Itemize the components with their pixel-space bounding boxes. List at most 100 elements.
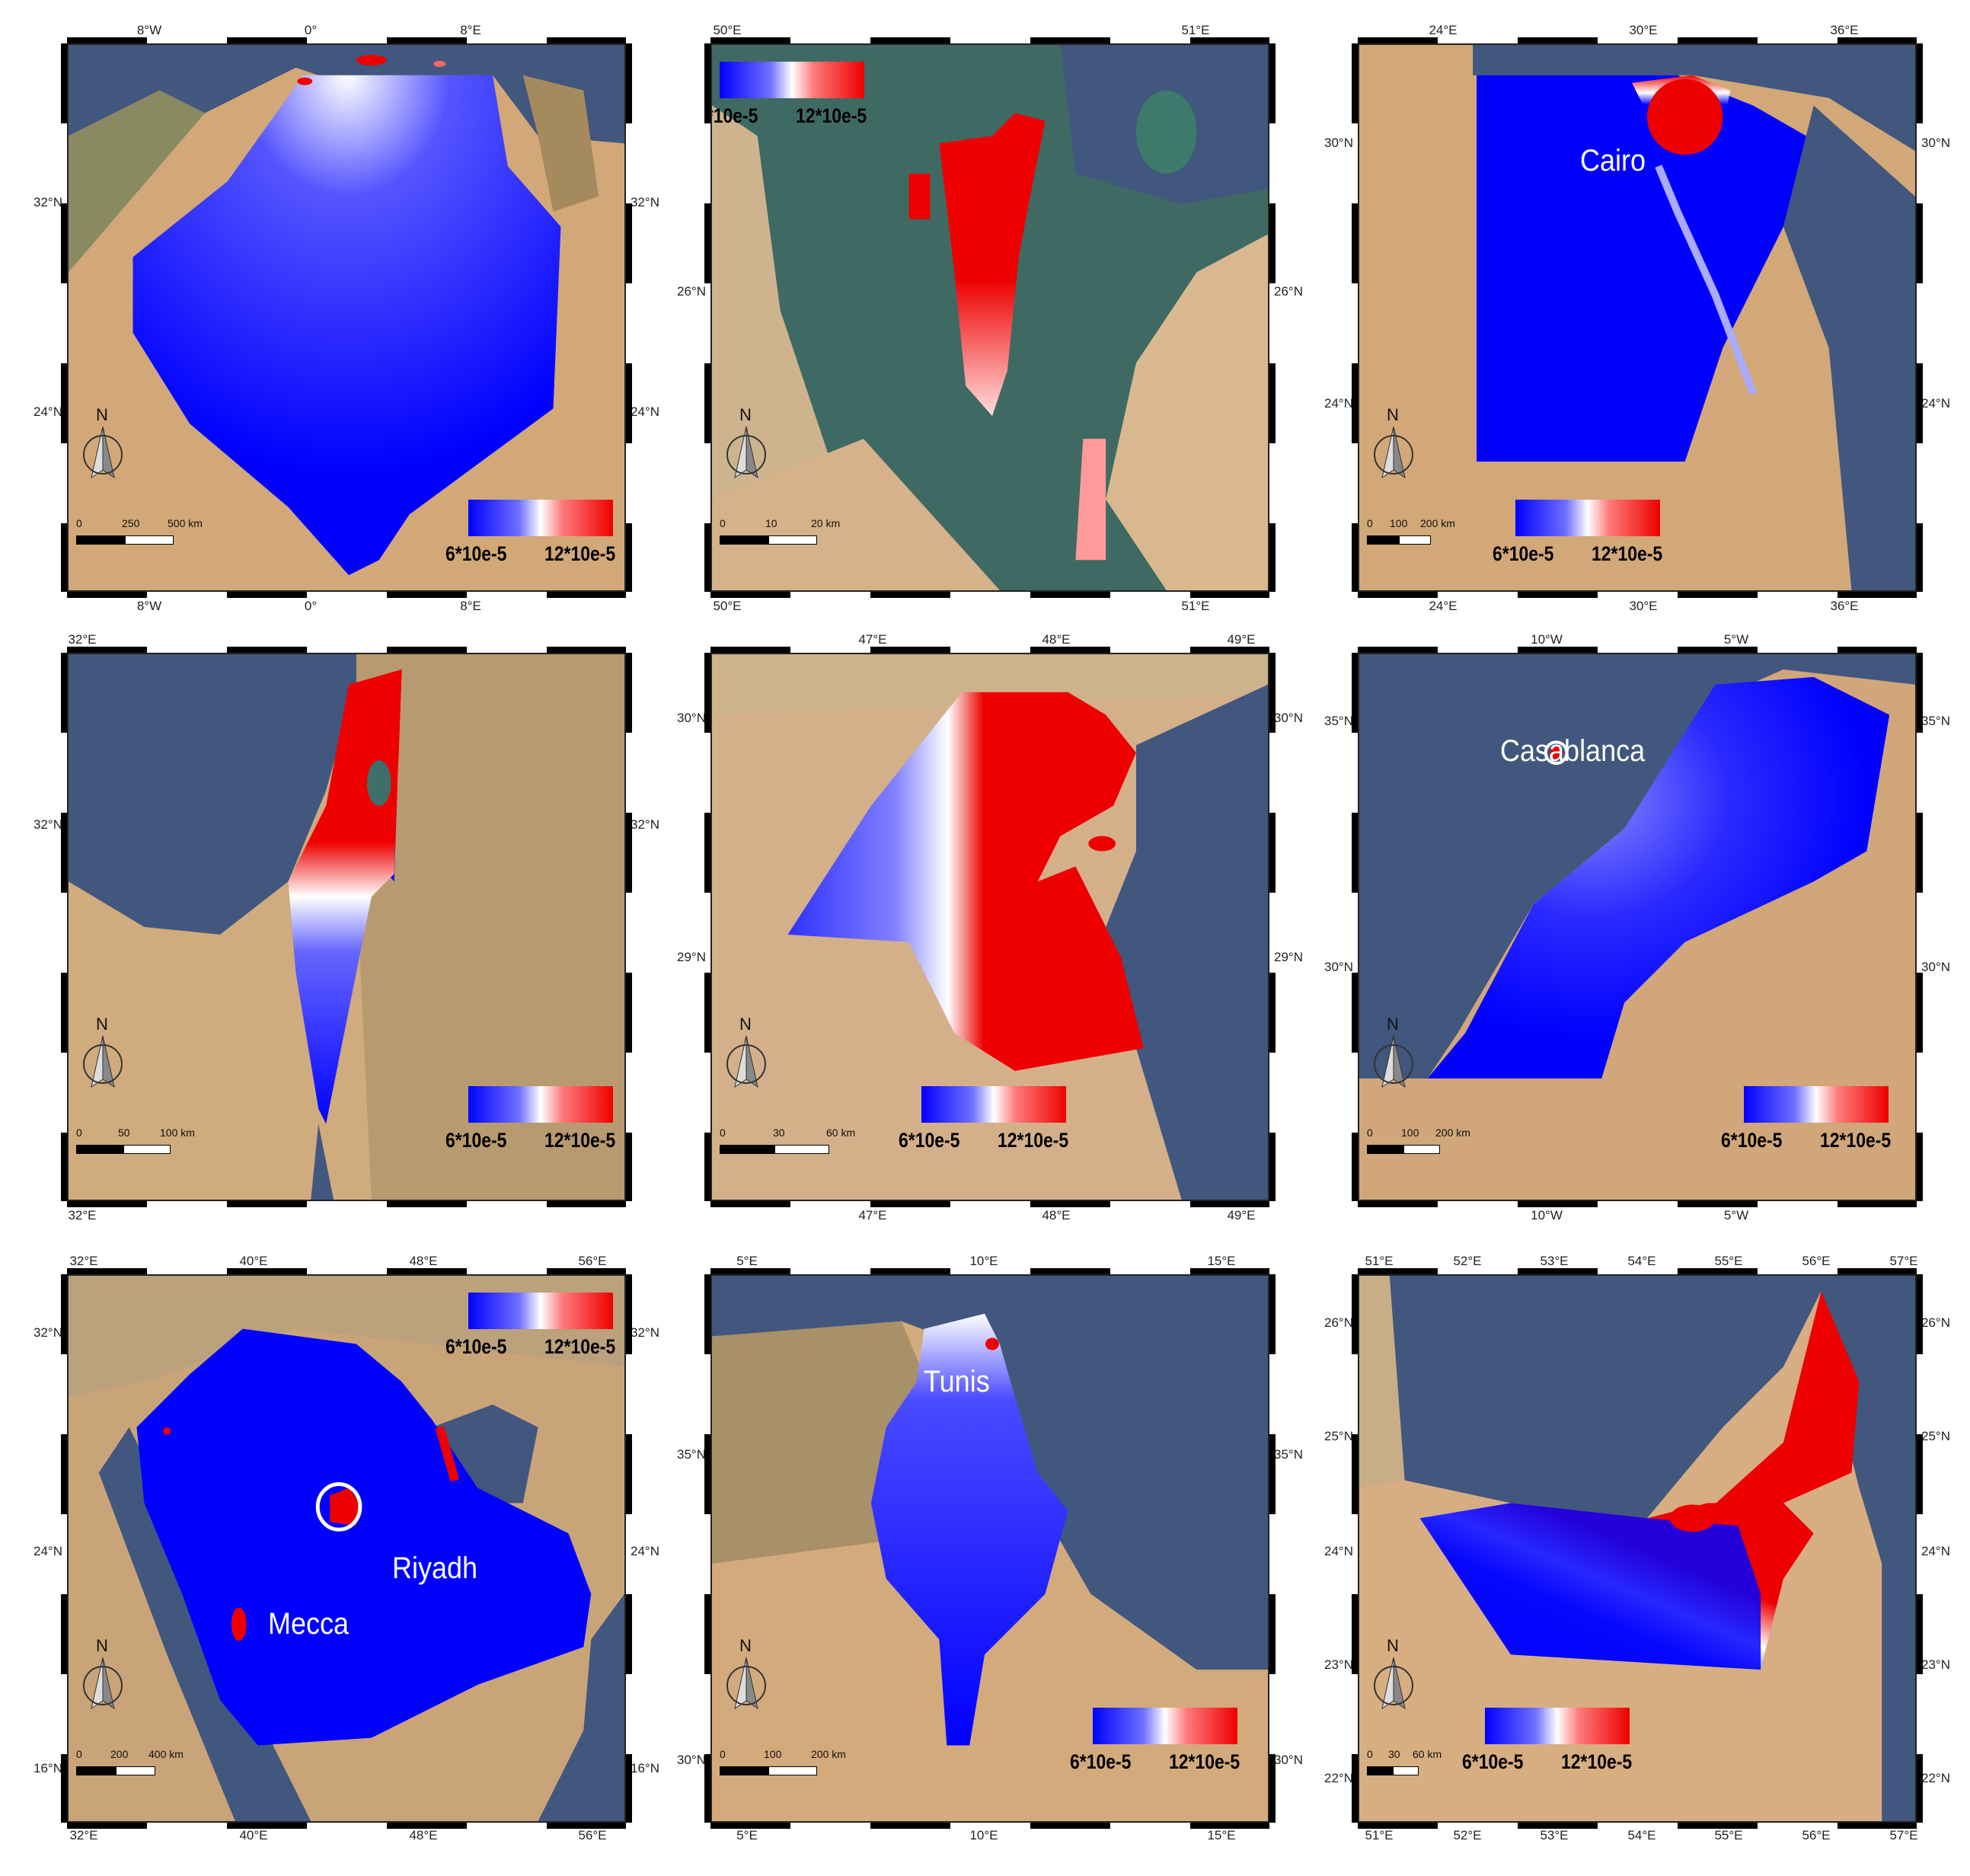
tick-left: 24°N	[1324, 1544, 1353, 1558]
legend-colorbar	[468, 500, 613, 536]
scale-label-1: 30	[1388, 1748, 1400, 1760]
map-frame-segment	[387, 37, 467, 43]
tick-left: 35°N	[1324, 714, 1353, 728]
map-frame-segment	[61, 203, 67, 283]
tick-bottom: 40°E	[239, 1828, 268, 1842]
map-frame-segment	[1352, 43, 1358, 123]
legend-colorbar	[1515, 500, 1660, 536]
tick-top: 5°E	[736, 1254, 758, 1268]
map-frame-segment	[227, 1201, 307, 1207]
map-frame-segment	[870, 647, 950, 653]
map-saudi-arabia-graphic	[69, 1276, 624, 1821]
tick-bottom: 48°E	[1042, 1208, 1071, 1222]
tick-left: 30°N	[1324, 960, 1353, 974]
scale-label-0: 0	[76, 517, 82, 529]
map-frame-segment	[626, 1754, 632, 1823]
tick-right: 32°N	[631, 817, 659, 832]
tick-bottom: 56°E	[578, 1828, 607, 1842]
map-frame-segment	[61, 523, 67, 592]
tick-bottom: 55°E	[1714, 1828, 1743, 1842]
north-arrow-icon	[726, 1035, 766, 1088]
map-frame-segment	[704, 43, 710, 123]
map-frame-segment	[626, 523, 632, 592]
tick-top: 32°E	[69, 1254, 98, 1268]
tick-bottom: 32°E	[68, 1208, 97, 1222]
map-frame-segment	[1269, 1754, 1276, 1823]
map-frame-segment	[870, 1268, 950, 1274]
map-frame-segment	[387, 647, 467, 653]
map-frame-segment	[1518, 1201, 1598, 1207]
north-arrow: N	[76, 1015, 129, 1098]
legend-low-label: 6*10e-5	[445, 1129, 507, 1152]
legend-colorbar	[921, 1086, 1066, 1123]
map-frame-segment	[1837, 592, 1917, 598]
map-kuwait-graphic	[712, 654, 1268, 1200]
scale-label-1: 100	[764, 1748, 782, 1760]
tick-top: 32°E	[68, 632, 97, 647]
map-frame-segment	[710, 592, 790, 598]
tick-top: 40°E	[239, 1254, 268, 1268]
north-label: N	[96, 405, 108, 424]
tick-bottom: 24°E	[1429, 599, 1458, 613]
city-label-cairo: Cairo	[1580, 144, 1646, 177]
tick-top: 5°W	[1723, 632, 1749, 647]
north-arrow: N	[720, 1636, 773, 1720]
tick-right: 30°N	[1921, 960, 1950, 974]
tick-left: 30°N	[677, 711, 706, 725]
map-frame-segment	[626, 363, 632, 443]
tick-left: 25°N	[1324, 1429, 1353, 1443]
map-frame-segment	[1269, 363, 1276, 443]
map-frame-segment	[1190, 1268, 1269, 1274]
tick-top: 0°	[304, 23, 318, 37]
legend-low-label: 6*10e-5	[445, 542, 507, 565]
map-frame-segment	[1269, 813, 1276, 893]
map-frame-segment	[1518, 1268, 1598, 1274]
north-arrow-icon	[1374, 1035, 1413, 1088]
legend-high-label: 12*10e-5	[1169, 1750, 1240, 1773]
map-frame-segment	[1190, 647, 1269, 653]
map-frame-segment	[1190, 592, 1269, 598]
scale-label-1: 30	[773, 1127, 785, 1139]
map-frame-segment	[1917, 973, 1923, 1053]
tick-left: 35°N	[677, 1447, 706, 1462]
legend-low-label: 6*10e-5	[712, 104, 758, 127]
north-arrow-icon	[83, 1657, 123, 1710]
legend-colorbar	[1485, 1708, 1630, 1744]
tick-right: 29°N	[1274, 950, 1303, 964]
tick-right: 25°N	[1921, 1429, 1950, 1443]
north-label: N	[739, 1015, 752, 1034]
tick-top: 10°E	[969, 1254, 998, 1268]
map-kuwait: 6*10e-5 12*10e-5 N 0 30 60 km	[710, 653, 1269, 1201]
scale-label-0: 0	[76, 1748, 82, 1760]
map-frame-segment	[710, 1201, 790, 1207]
map-frame-segment	[67, 592, 147, 598]
map-frame-segment	[626, 1133, 632, 1201]
city-label-riyadh: Riyadh	[392, 1552, 478, 1585]
scale-label-2: 200 km	[811, 1748, 846, 1760]
tick-bottom: 53°E	[1540, 1828, 1569, 1842]
map-bahrain-graphic	[712, 45, 1268, 590]
north-arrow: N	[76, 1636, 129, 1720]
scale-label-1: 250	[122, 517, 140, 529]
map-tunisia: Tunis 6*10e-5 12*10e-5 N 0 100 200 km	[710, 1274, 1269, 1823]
map-frame-segment	[547, 592, 626, 598]
map-frame-segment	[1678, 37, 1758, 43]
tick-top: 30°E	[1629, 23, 1658, 37]
map-frame-segment	[704, 1274, 710, 1354]
scale-label-2: 60 km	[826, 1127, 856, 1139]
tick-bottom: 30°E	[1629, 599, 1658, 613]
tick-right: 24°N	[1921, 396, 1950, 411]
tick-bottom: 49°E	[1227, 1208, 1256, 1222]
legend-low-label: 6*10e-5	[1721, 1129, 1783, 1152]
tick-bottom: 10°E	[969, 1828, 998, 1842]
map-frame-segment	[227, 1268, 307, 1274]
map-frame-segment	[1269, 43, 1276, 123]
legend-high-label: 12*10e-5	[998, 1129, 1069, 1152]
map-saudi-arabia: Riyadh Mecca 6*10e-5 12*10e-5 N 0 200 40…	[67, 1274, 626, 1823]
map-frame-segment	[704, 1434, 710, 1514]
map-frame-segment	[704, 1133, 710, 1201]
map-frame-segment	[1917, 43, 1923, 123]
legend-high-label: 12*10e-5	[544, 1335, 616, 1358]
tick-top: 15°E	[1207, 1254, 1236, 1268]
tick-left: 26°N	[1324, 1315, 1353, 1330]
